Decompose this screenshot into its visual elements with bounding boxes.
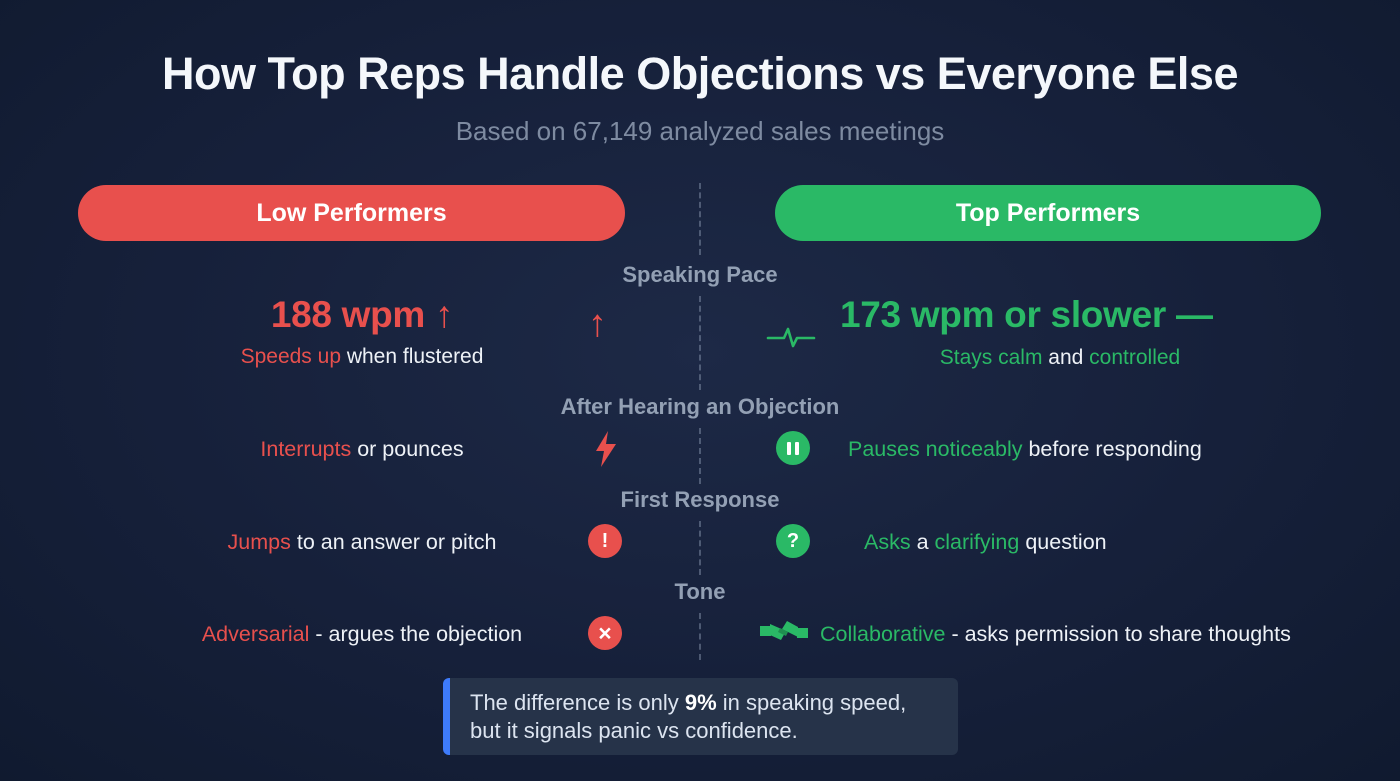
top-text-tone: Collaborative - asks permission to share… xyxy=(820,622,1291,647)
text-segment: - argues the objection xyxy=(309,622,523,646)
question-icon: ? xyxy=(776,524,810,558)
text-segment: clarifying xyxy=(934,530,1020,554)
top-sub-speaking-pace: Stays calm and controlled xyxy=(840,346,1280,370)
exclamation-icon: ! xyxy=(588,524,622,558)
x-icon: × xyxy=(588,616,622,650)
text-segment: - asks permission to share thoughts xyxy=(945,622,1291,646)
top-text-first-response: Asks a clarifying question xyxy=(864,530,1107,555)
top-performers-header: Top Performers xyxy=(775,185,1321,241)
top-stat-speaking-pace: 173 wpm or slower — xyxy=(840,294,1213,335)
text-segment: Pauses noticeably xyxy=(848,437,1023,461)
center-dashed-divider xyxy=(699,521,701,575)
text-segment: The difference is only xyxy=(470,690,685,715)
callout-box: The difference is only 9% in speaking sp… xyxy=(443,678,958,755)
text-segment: Speeds up xyxy=(240,345,341,368)
section-label-speaking-pace: Speaking Pace xyxy=(622,262,778,287)
low-performers-header: Low Performers xyxy=(78,185,625,241)
section-label-tone: Tone xyxy=(674,579,726,604)
handshake-icon xyxy=(760,621,808,640)
text-segment: Jumps xyxy=(227,530,291,554)
low-stat-speaking-pace: 188 wpm ↑ xyxy=(270,294,454,335)
text-segment: controlled xyxy=(1089,346,1181,369)
page-subtitle: Based on 67,149 analyzed sales meetings xyxy=(455,116,945,146)
text-segment: and xyxy=(1042,346,1090,369)
center-dashed-divider xyxy=(699,613,701,660)
text-segment: to an answer or pitch xyxy=(290,530,497,554)
text-segment: Stays calm xyxy=(939,346,1043,369)
text-segment: when flustered xyxy=(341,345,484,368)
text-segment: Collaborative xyxy=(820,622,946,646)
text-segment: before responding xyxy=(1022,437,1202,461)
callout-emphasis: 9% xyxy=(684,690,717,715)
low-text-after-objection: Interrupts or pounces xyxy=(100,437,624,462)
low-sub-speaking-pace: Speeds up when flustered xyxy=(100,345,624,369)
pause-bars xyxy=(787,441,799,455)
arrow-up-icon: ↑ xyxy=(588,303,607,345)
text-segment: a xyxy=(910,530,935,554)
text-segment: in speaking speed, xyxy=(716,690,907,715)
text-segment: question xyxy=(1019,530,1107,554)
callout-line-1: The difference is only 9% in speaking sp… xyxy=(470,689,958,717)
pause-icon xyxy=(776,431,810,465)
low-text-tone: Adversarial - argues the objection xyxy=(100,622,624,647)
page-title: How Top Reps Handle Objections vs Everyo… xyxy=(162,48,1238,99)
section-label-first-response: First Response xyxy=(620,487,780,512)
low-text-first-response: Jumps to an answer or pitch xyxy=(100,530,624,555)
section-label-after-objection: After Hearing an Objection xyxy=(560,394,840,419)
center-dashed-divider xyxy=(699,183,701,255)
center-dashed-divider xyxy=(699,296,701,390)
text-segment: Adversarial xyxy=(201,622,310,646)
top-text-after-objection: Pauses noticeably before responding xyxy=(848,437,1202,462)
pulse-icon xyxy=(766,327,816,348)
text-segment: Asks xyxy=(864,530,911,554)
text-segment: or pounces xyxy=(351,437,464,461)
center-dashed-divider xyxy=(699,428,701,484)
text-segment: Interrupts xyxy=(260,437,352,461)
lightning-icon xyxy=(596,431,616,467)
callout-line-2: but it signals panic vs confidence. xyxy=(470,718,798,743)
